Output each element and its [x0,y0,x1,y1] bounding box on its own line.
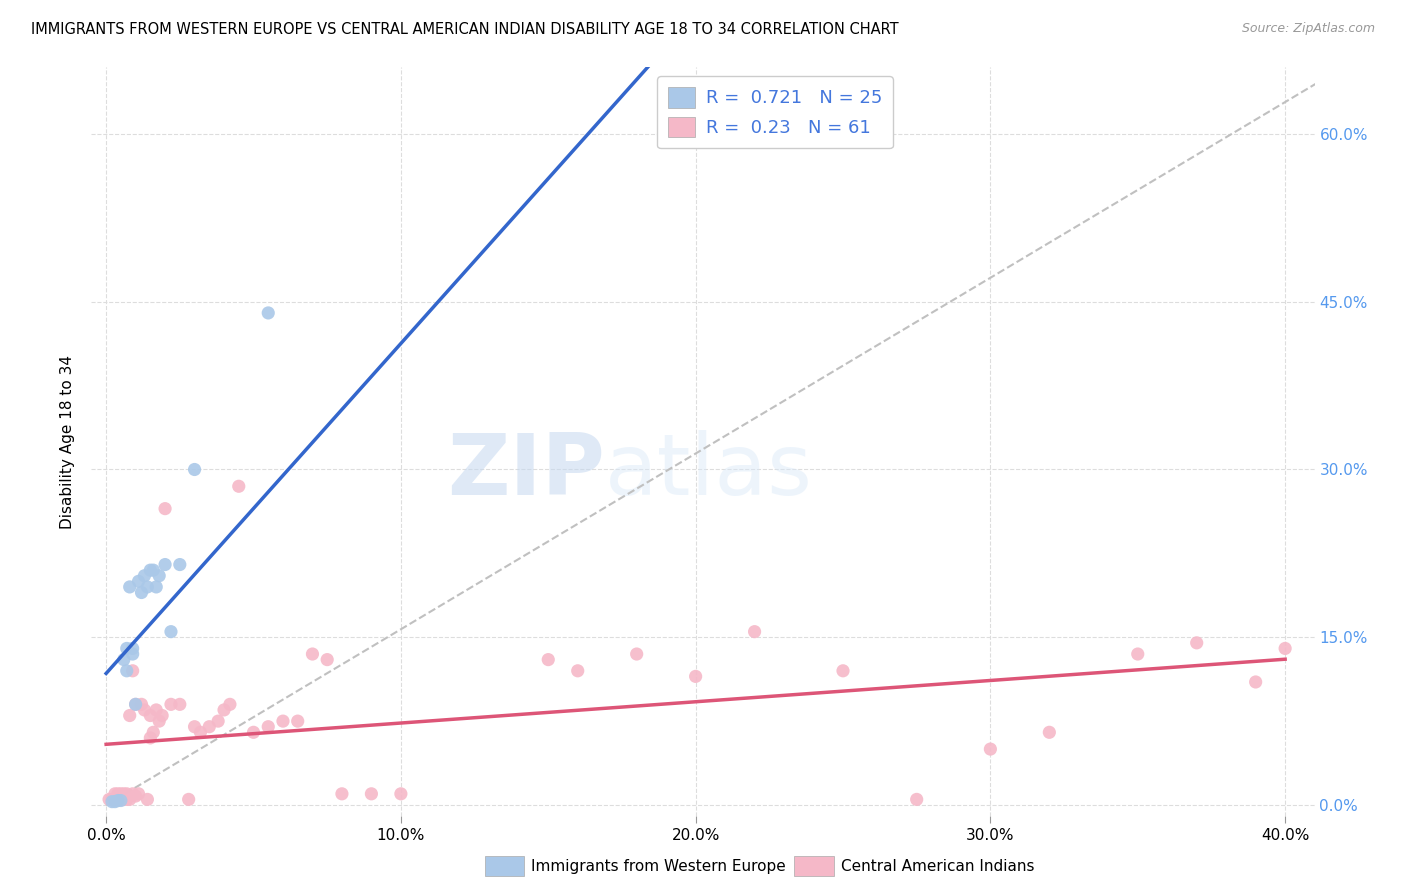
Point [150,708,173,723]
Point [626,647,648,661]
Point [198,720,221,734]
Point [124,789,146,803]
Point [104,792,127,806]
Point [107,792,129,806]
Point [257,306,280,320]
Point [271,714,294,728]
Point [112,787,135,801]
Point [142,563,165,577]
Point [104,787,127,801]
Point [121,664,143,678]
Point [136,792,159,806]
Point [104,795,127,809]
Text: IMMIGRANTS FROM WESTERN EUROPE VS CENTRAL AMERICAN INDIAN DISABILITY AGE 18 TO 3: IMMIGRANTS FROM WESTERN EUROPE VS CENTRA… [31,22,898,37]
Point [153,558,176,572]
Point [139,563,162,577]
Point [160,624,183,639]
Point [228,479,250,493]
Point [121,787,143,801]
Point [128,574,150,589]
Text: Immigrants from Western Europe: Immigrants from Western Europe [531,859,786,873]
Point [121,641,143,656]
Point [139,731,162,745]
Point [389,787,412,801]
Point [142,725,165,739]
Point [1244,675,1267,690]
Point [121,647,143,661]
Point [1274,641,1296,656]
Point [124,698,146,712]
Point [115,664,138,678]
Point [177,792,200,806]
Point [98,792,121,806]
Point [107,787,129,801]
Point [134,568,156,582]
Point [118,580,141,594]
Text: Source: ZipAtlas.com: Source: ZipAtlas.com [1241,22,1375,36]
Point [832,664,855,678]
Point [101,792,124,806]
Point [101,795,124,809]
Point [118,708,141,723]
Point [160,698,183,712]
Text: atlas: atlas [605,430,813,513]
Point [1038,725,1060,739]
Point [110,792,132,806]
Point [655,127,678,141]
Text: Central American Indians: Central American Indians [841,859,1035,873]
Point [115,641,138,656]
Point [136,580,159,594]
Point [169,698,191,712]
Point [153,501,176,516]
Point [128,787,150,801]
Point [145,703,167,717]
Point [134,703,156,717]
Point [145,580,167,594]
Point [131,585,153,599]
Point [118,792,141,806]
Point [107,793,129,807]
Point [124,698,146,712]
Point [257,720,280,734]
Point [1185,636,1208,650]
Point [685,669,707,683]
Point [190,725,212,739]
Point [905,792,928,806]
Point [110,787,132,801]
Point [744,624,766,639]
Point [242,725,264,739]
Point [330,787,353,801]
Point [287,714,309,728]
Point [1126,647,1149,661]
Point [112,792,135,806]
Point [148,568,170,582]
Point [169,558,191,572]
Point [131,698,153,712]
Point [537,652,560,666]
Point [316,652,339,666]
Point [139,708,162,723]
Point [183,462,205,476]
Point [567,664,589,678]
Point [979,742,1001,756]
Point [115,787,138,801]
Point [115,792,138,806]
Point [360,787,382,801]
Point [212,703,235,717]
Legend: R =  0.721   N = 25, R =  0.23   N = 61: R = 0.721 N = 25, R = 0.23 N = 61 [657,76,893,148]
Point [219,698,242,712]
Point [148,714,170,728]
Point [110,793,132,807]
Point [207,714,229,728]
Y-axis label: Disability Age 18 to 34: Disability Age 18 to 34 [60,354,76,529]
Point [183,720,205,734]
Text: ZIP: ZIP [447,430,605,513]
Point [301,647,323,661]
Point [112,652,135,666]
